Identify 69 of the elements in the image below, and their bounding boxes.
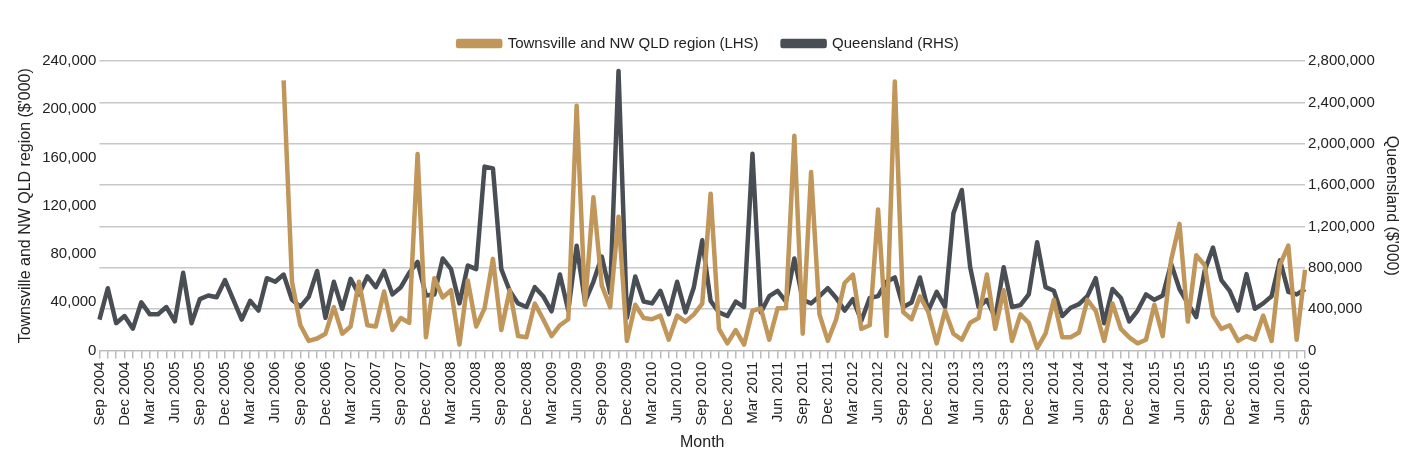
x-tick-label: Sep 2012 <box>893 361 911 426</box>
y-tick-label: 0 <box>88 340 97 358</box>
x-tick-label: Jun 2010 <box>667 361 685 424</box>
x-tick-label: Mar 2016 <box>1244 361 1262 425</box>
x-tick-label: Sep 2013 <box>993 361 1011 426</box>
y-tick-label: 80,000 <box>50 244 97 262</box>
x-tick-label: Dec 2013 <box>1018 361 1036 426</box>
x-tick-label: Dec 2005 <box>215 361 233 426</box>
x-tick-label: Dec 2006 <box>315 361 333 426</box>
y2-tick-label: 2,400,000 <box>1308 92 1375 110</box>
y2-axis-title: Queensland ($'000) <box>1383 135 1401 276</box>
x-tick-label: Dec 2009 <box>617 361 635 426</box>
x-tick-label: Dec 2011 <box>817 361 835 425</box>
y2-tick-label: 0 <box>1308 340 1317 358</box>
x-tick-label: Mar 2008 <box>441 361 459 425</box>
x-tick-label: Sep 2007 <box>390 361 408 426</box>
x-tick-label: Sep 2015 <box>1194 361 1212 426</box>
x-tick-label: Mar 2009 <box>541 361 559 425</box>
y-axis-title: Townsville and NW QLD region ($'000) <box>16 68 34 344</box>
x-tick-label: Sep 2010 <box>692 361 710 426</box>
x-tick-label: Jun 2013 <box>968 361 986 424</box>
y2-tick-label: 1,200,000 <box>1308 216 1375 234</box>
x-tick-label: Dec 2007 <box>416 361 434 426</box>
x-tick-label: Sep 2005 <box>190 361 208 426</box>
x-tick-label: Mar 2015 <box>1144 361 1162 425</box>
x-axis-title: Month <box>680 432 725 450</box>
x-tick-label: Sep 2004 <box>89 361 107 426</box>
x-tick-label: Dec 2008 <box>516 361 534 426</box>
x-tick-label: Sep 2008 <box>491 361 509 426</box>
y-tick-label: 200,000 <box>42 99 97 117</box>
y-tick-label: 240,000 <box>42 51 97 69</box>
x-tick-label: Jun 2011 <box>767 361 785 423</box>
x-tick-label: Jun 2008 <box>466 361 484 424</box>
x-tick-label: Mar 2011 <box>742 361 760 424</box>
x-tick-label: Jun 2016 <box>1270 361 1288 424</box>
x-tick-label: Dec 2004 <box>114 361 132 426</box>
x-tick-label: Sep 2006 <box>290 361 308 426</box>
x-tick-label: Sep 2016 <box>1295 361 1313 426</box>
x-tick-label: Sep 2014 <box>1094 361 1112 426</box>
y-tick-label: 120,000 <box>42 195 97 213</box>
x-tick-label: Dec 2015 <box>1219 361 1237 426</box>
x-tick-label: Mar 2005 <box>139 361 157 425</box>
x-tick-label: Mar 2007 <box>340 361 358 425</box>
x-tick-label: Dec 2010 <box>717 361 735 426</box>
x-tick-label: Jun 2009 <box>566 361 584 424</box>
x-tick-label: Dec 2014 <box>1119 361 1137 426</box>
x-tick-label: Sep 2009 <box>591 361 609 426</box>
x-tick-label: Mar 2012 <box>843 361 861 425</box>
x-tick-label: Jun 2014 <box>1069 361 1087 424</box>
x-tick-label: Dec 2012 <box>918 361 936 426</box>
x-tick-label: Jun 2007 <box>365 361 383 424</box>
x-tick-label: Jun 2005 <box>164 361 182 424</box>
y2-tick-label: 1,600,000 <box>1308 175 1375 193</box>
x-tick-label: Mar 2006 <box>240 361 258 425</box>
x-tick-label: Jun 2006 <box>265 361 283 424</box>
y-tick-label: 40,000 <box>50 292 97 310</box>
x-tick-label: Sep 2011 <box>792 361 810 425</box>
x-tick-label: Mar 2010 <box>642 361 660 425</box>
y-tick-label: 160,000 <box>42 147 97 165</box>
x-tick-label: Mar 2014 <box>1044 361 1062 425</box>
y2-tick-label: 2,000,000 <box>1308 133 1375 151</box>
x-tick-label: Jun 2015 <box>1169 361 1187 424</box>
x-tick-label: Mar 2013 <box>943 361 961 425</box>
y2-tick-label: 800,000 <box>1308 257 1363 275</box>
legend-label: Townsville and NW QLD region (LHS) <box>507 33 759 51</box>
y2-tick-label: 2,800,000 <box>1308 51 1375 69</box>
legend-label: Queensland (RHS) <box>832 33 959 51</box>
y2-tick-label: 400,000 <box>1308 299 1363 317</box>
x-tick-label: Jun 2012 <box>868 361 886 424</box>
